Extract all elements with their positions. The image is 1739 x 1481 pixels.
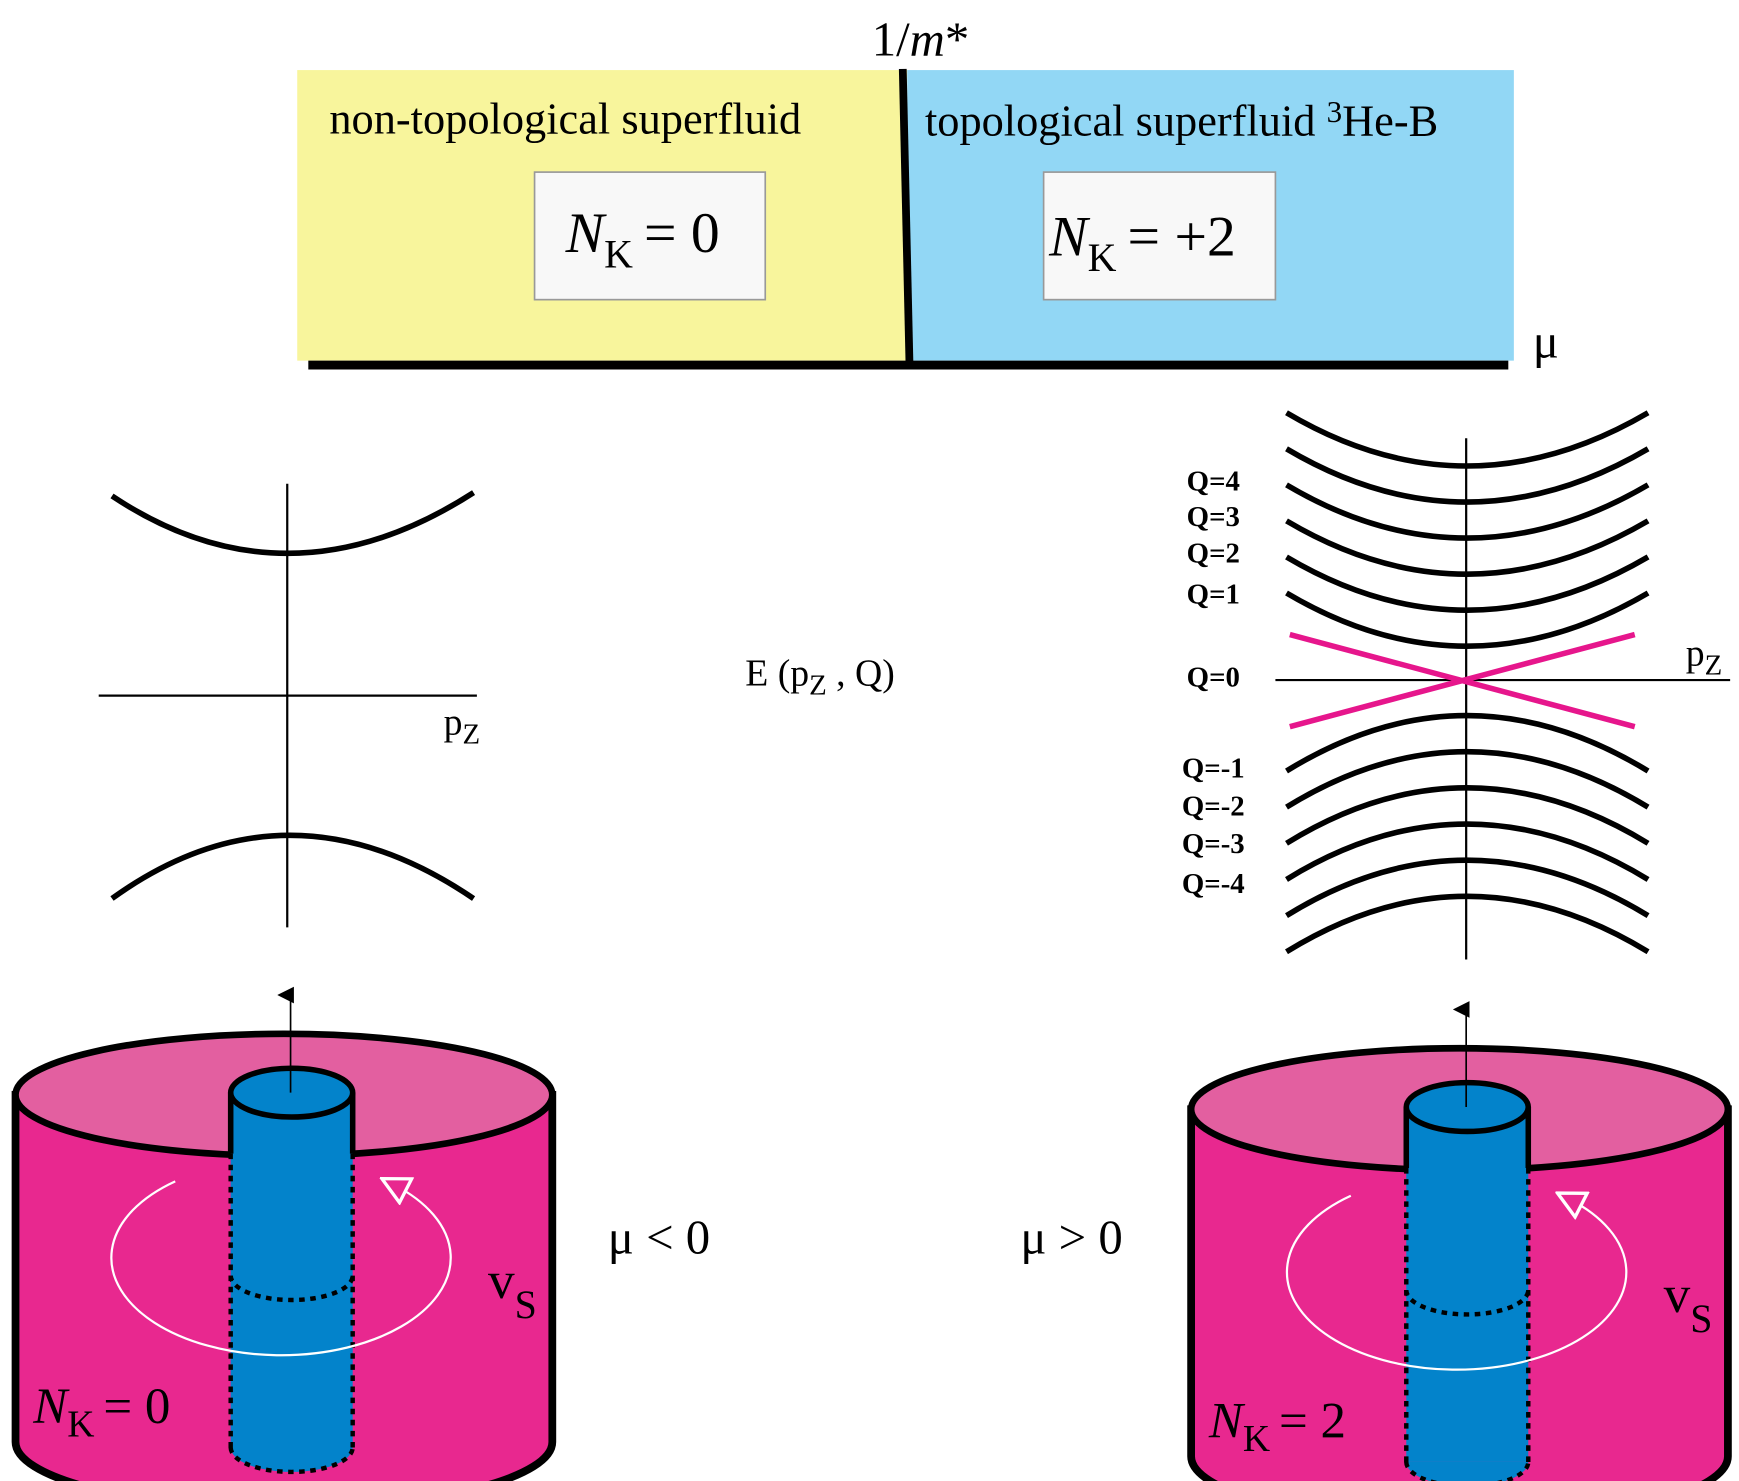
level-label: Q=-2 bbox=[1182, 790, 1245, 822]
label-part: K bbox=[1088, 235, 1117, 280]
axis-label: pZ bbox=[1686, 633, 1722, 682]
label-part: p bbox=[1686, 633, 1705, 675]
right-vortex: vS NK= 2 bbox=[1191, 1009, 1728, 1481]
condition: μ < 0 bbox=[608, 1210, 710, 1264]
level-label: Q=3 bbox=[1187, 501, 1240, 533]
axis-label: pZ bbox=[444, 701, 480, 750]
horizontal-axis-label: μ bbox=[1533, 314, 1559, 368]
region-title: non-topological superfluid bbox=[329, 93, 801, 143]
label-part: = 0 bbox=[644, 202, 720, 265]
core-top bbox=[1406, 1083, 1528, 1132]
spectrum-label: E (pZ , Q) bbox=[745, 653, 895, 702]
region-title: topological superfluid 3He-B bbox=[925, 94, 1438, 145]
label-part: 3 bbox=[1327, 94, 1343, 129]
label-part: He-B bbox=[1342, 96, 1438, 146]
level-label: Q=0 bbox=[1187, 662, 1240, 694]
label-part: 1/ bbox=[872, 13, 910, 67]
label-part: Z bbox=[1705, 650, 1723, 682]
label-part: K bbox=[67, 1403, 94, 1445]
vertical-axis-label: 1/m* bbox=[872, 13, 970, 67]
label-part: m bbox=[910, 13, 945, 67]
level-label: Q=4 bbox=[1187, 465, 1240, 497]
figure: 1/m* μ non-topological superfluid topolo… bbox=[0, 0, 1739, 1481]
label-part: S bbox=[515, 1282, 537, 1327]
label-part: E (p bbox=[745, 653, 809, 695]
vortex-core bbox=[1406, 1107, 1528, 1462]
level-label: Q=1 bbox=[1187, 579, 1240, 611]
label-part: Z bbox=[462, 718, 480, 750]
left-spectrum: pZ bbox=[99, 484, 480, 928]
vortex-core bbox=[231, 1093, 353, 1448]
label-part: K bbox=[604, 231, 633, 276]
label-part: N bbox=[1208, 1394, 1246, 1450]
label-part: K bbox=[1243, 1418, 1270, 1460]
label-part: * bbox=[945, 13, 969, 67]
level-label: Q=-4 bbox=[1182, 868, 1245, 900]
band bbox=[112, 493, 474, 554]
left-vortex: vS NK= 0 bbox=[16, 995, 553, 1481]
label-part: N bbox=[32, 1379, 70, 1435]
level-label: Q=-1 bbox=[1182, 753, 1245, 785]
core-bottom bbox=[1406, 1462, 1528, 1481]
label-part: v bbox=[488, 1251, 515, 1310]
label-part: = 2 bbox=[1279, 1394, 1346, 1450]
level-label: Q=-3 bbox=[1182, 828, 1245, 860]
label-part: = +2 bbox=[1128, 205, 1236, 268]
level-label: Q=2 bbox=[1187, 537, 1240, 569]
condition: μ > 0 bbox=[1020, 1210, 1122, 1264]
label-part: , Q) bbox=[827, 653, 895, 695]
label-part: = 0 bbox=[103, 1379, 170, 1435]
label-part: N bbox=[565, 202, 608, 265]
phase-diagram: 1/m* μ non-topological superfluid topolo… bbox=[297, 13, 1559, 369]
label-part: v bbox=[1664, 1265, 1691, 1324]
core-top bbox=[231, 1068, 353, 1117]
label-part: N bbox=[1048, 205, 1091, 268]
label-part: Z bbox=[809, 669, 827, 701]
band bbox=[112, 835, 474, 898]
label-part: topological superfluid bbox=[925, 96, 1316, 146]
label-part: p bbox=[444, 701, 463, 743]
right-spectrum: pZ Q=4 Q=3 Q=2 Q=1 Q=0 Q=-1 Q=-2 Q=-3 Q=-4 bbox=[1182, 413, 1730, 960]
label-part: S bbox=[1690, 1296, 1712, 1341]
